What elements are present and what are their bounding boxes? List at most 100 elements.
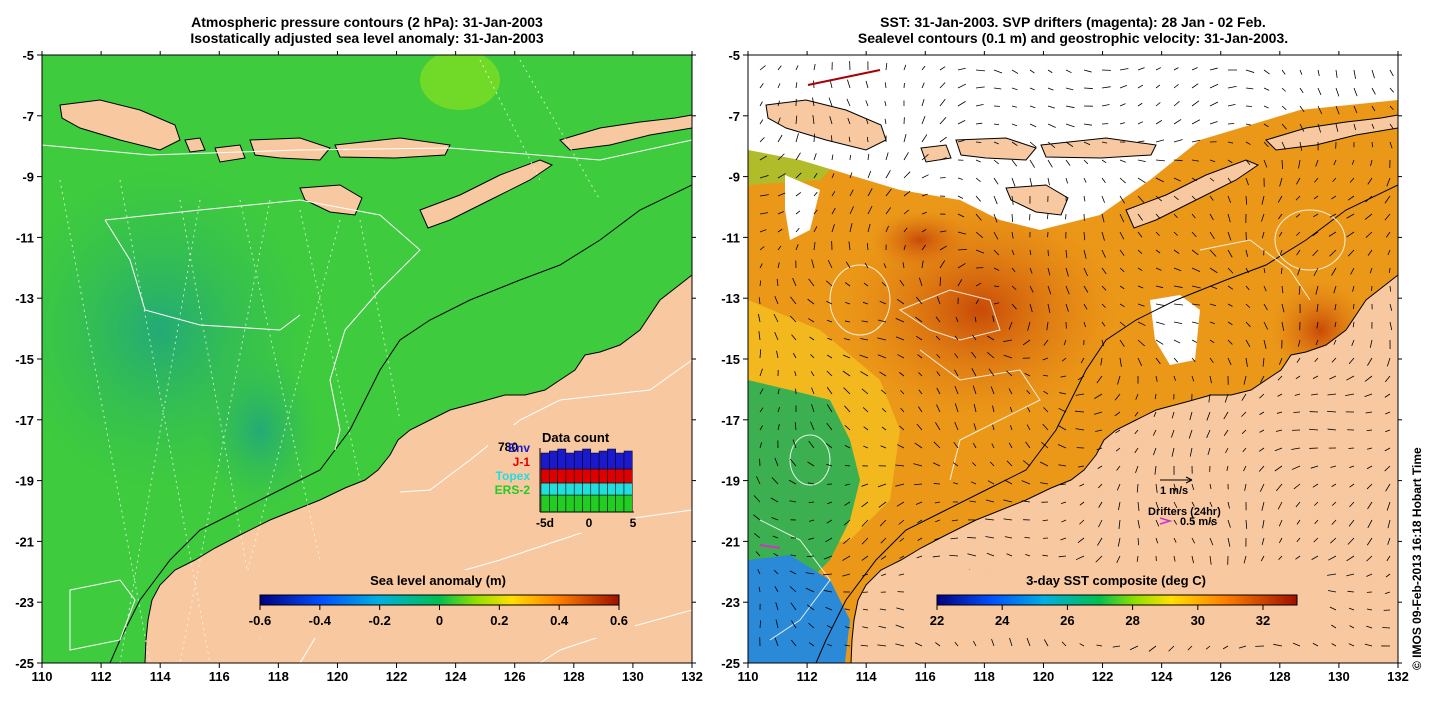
data-count-bar-segment xyxy=(598,494,608,513)
velocity-arrow xyxy=(1046,213,1049,220)
velocity-arrow xyxy=(1227,339,1233,345)
velocity-arrow xyxy=(1328,231,1337,237)
velocity-arrow xyxy=(1135,393,1139,400)
data-count-bar-segment xyxy=(590,452,600,470)
velocity-arrow xyxy=(1083,285,1089,293)
right-y-tick-label: -5 xyxy=(728,48,740,63)
velocity-arrow xyxy=(827,501,833,505)
velocity-arrow xyxy=(1153,411,1157,417)
left-x-tick-label: 120 xyxy=(327,669,349,684)
velocity-arrow xyxy=(759,229,767,233)
velocity-arrow xyxy=(1004,536,1013,539)
velocity-arrow xyxy=(1095,555,1103,563)
velocity-arrow xyxy=(1155,84,1161,89)
velocity-arrow xyxy=(1209,501,1213,507)
velocity-arrow xyxy=(1263,105,1269,109)
velocity-arrow xyxy=(898,519,905,525)
right-colorbar-tick: 22 xyxy=(930,613,944,628)
velocity-arrow xyxy=(1314,177,1319,183)
velocity-key-label: 1 m/s xyxy=(1160,485,1188,497)
velocity-arrow xyxy=(1263,321,1269,330)
velocity-arrow xyxy=(1101,213,1105,223)
velocity-arrow xyxy=(1209,303,1217,307)
velocity-arrow xyxy=(777,406,780,413)
velocity-arrow xyxy=(770,497,779,503)
velocity-arrow xyxy=(1335,87,1340,97)
velocity-arrow xyxy=(1173,519,1178,525)
velocity-arrow xyxy=(862,301,869,305)
velocity-arrow xyxy=(918,406,923,413)
velocity-arrow xyxy=(1245,267,1249,274)
velocity-arrow xyxy=(975,282,982,287)
velocity-arrow xyxy=(1386,177,1391,187)
velocity-arrow xyxy=(877,354,887,359)
velocity-arrow xyxy=(1227,103,1236,107)
velocity-arrow xyxy=(1281,105,1287,110)
velocity-arrow xyxy=(776,350,779,359)
velocity-arrow xyxy=(1243,465,1247,472)
left-y-tick-label: -17 xyxy=(15,413,34,428)
velocity-arrow xyxy=(1331,483,1337,487)
right-panel-title: SST: 31-Jan-2003. SVP drifters (magenta)… xyxy=(748,14,1398,46)
velocity-arrow xyxy=(1385,429,1391,433)
velocity-arrow xyxy=(1346,573,1355,577)
velocity-arrow xyxy=(954,353,959,359)
velocity-arrow xyxy=(970,481,977,485)
velocity-arrow xyxy=(1003,339,1013,343)
velocity-arrow xyxy=(885,152,889,161)
velocity-arrow xyxy=(759,194,769,197)
velocity-arrow xyxy=(1155,213,1161,219)
velocity-arrow xyxy=(757,313,761,323)
velocity-arrow xyxy=(902,262,905,269)
velocity-arrow xyxy=(1209,537,1214,546)
velocity-arrow xyxy=(1293,411,1301,413)
velocity-arrow xyxy=(993,87,1002,90)
velocity-arrow xyxy=(1137,357,1143,367)
velocity-arrow xyxy=(936,404,941,413)
velocity-arrow xyxy=(1298,159,1301,169)
velocity-arrow xyxy=(846,98,851,107)
velocity-arrow xyxy=(918,372,923,377)
velocity-arrow xyxy=(1245,303,1251,309)
velocity-arrow xyxy=(1349,177,1355,183)
velocity-arrow xyxy=(1191,537,1196,544)
velocity-arrow xyxy=(936,371,941,377)
velocity-arrow xyxy=(1011,159,1018,167)
velocity-arrow xyxy=(795,82,798,89)
velocity-arrow xyxy=(1281,141,1286,150)
velocity-arrow xyxy=(842,370,851,377)
velocity-arrow xyxy=(1026,637,1031,647)
velocity-arrow xyxy=(777,262,780,269)
velocity-arrow xyxy=(1083,267,1088,277)
right-y-tick-label: -11 xyxy=(722,230,740,245)
velocity-arrow xyxy=(1155,120,1163,125)
velocity-arrow xyxy=(918,389,923,395)
velocity-arrow xyxy=(795,244,799,251)
velocity-arrow xyxy=(1047,267,1051,276)
velocity-arrow xyxy=(1065,69,1072,74)
velocity-arrow xyxy=(1021,500,1031,503)
velocity-arrow xyxy=(1029,87,1035,91)
velocity-arrow xyxy=(933,441,941,449)
velocity-arrow xyxy=(1243,555,1247,564)
velocity-arrow xyxy=(1278,519,1283,527)
right-cloud-region-2 xyxy=(1150,295,1200,365)
velocity-arrow xyxy=(988,368,995,377)
velocity-arrow xyxy=(1315,159,1319,167)
velocity-arrow xyxy=(1385,573,1391,578)
data-count-bar-segment xyxy=(615,482,625,496)
velocity-arrow xyxy=(843,338,851,341)
velocity-arrow xyxy=(1119,84,1127,89)
velocity-arrow xyxy=(881,408,887,413)
velocity-arrow xyxy=(758,297,761,305)
velocity-arrow xyxy=(1367,177,1373,185)
velocity-arrow xyxy=(1245,123,1252,126)
velocity-arrow xyxy=(1022,460,1031,467)
left-x-tick-label: 114 xyxy=(150,669,172,684)
velocity-arrow xyxy=(1369,267,1373,274)
velocity-arrow xyxy=(1329,213,1337,218)
velocity-arrow xyxy=(1083,159,1089,165)
velocity-arrow xyxy=(1327,428,1337,431)
velocity-arrow xyxy=(777,388,780,395)
left-timor-island xyxy=(419,159,554,229)
